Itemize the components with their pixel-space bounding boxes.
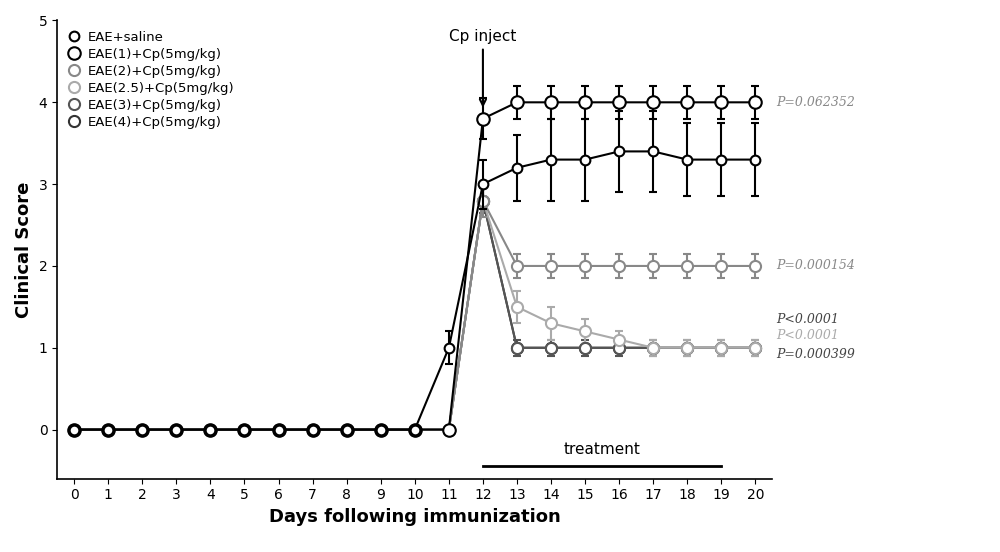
Text: treatment: treatment	[564, 442, 641, 457]
Text: P=0.062352: P=0.062352	[776, 96, 855, 109]
Text: P<0.0001: P<0.0001	[776, 329, 839, 342]
X-axis label: Days following immunization: Days following immunization	[269, 508, 561, 526]
Text: P<0.0001: P<0.0001	[776, 312, 839, 326]
Text: P=0.000154: P=0.000154	[776, 259, 855, 273]
Y-axis label: Clinical Score: Clinical Score	[15, 182, 33, 318]
Text: Cp inject: Cp inject	[449, 29, 517, 105]
Text: P=0.000399: P=0.000399	[776, 348, 855, 361]
Legend: EAE+saline, EAE(1)+Cp(5mg/kg), EAE(2)+Cp(5mg/kg), EAE(2.5)+Cp(5mg/kg), EAE(3)+Cp: EAE+saline, EAE(1)+Cp(5mg/kg), EAE(2)+Cp…	[64, 27, 238, 133]
